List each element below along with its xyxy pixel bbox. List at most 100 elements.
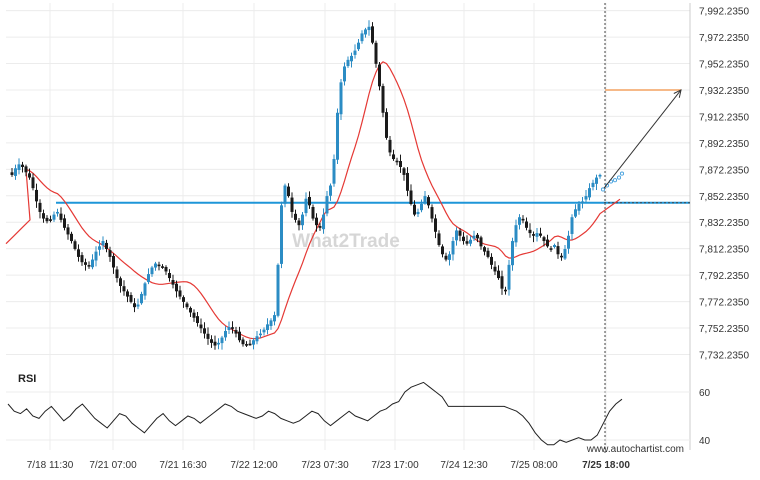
candle-body [248, 343, 252, 346]
candle-body [518, 217, 521, 225]
x-tick-label: 7/21 16:30 [159, 460, 207, 471]
candle-body [49, 219, 52, 221]
candle-body [84, 262, 87, 265]
candle-body [416, 211, 420, 215]
projection-arrowhead [673, 89, 682, 98]
x-tick-label: 7/21 07:00 [89, 460, 137, 471]
candle-body [105, 242, 108, 249]
rsi-tick-label: 40 [699, 436, 711, 447]
candle-body [168, 273, 171, 279]
candle-body [346, 59, 350, 67]
x-tick-label: 7/25 08:00 [510, 460, 558, 471]
candle-body [24, 166, 28, 173]
candle-body [73, 241, 77, 249]
candle-body [591, 182, 595, 187]
candle-body [213, 341, 217, 346]
projection [600, 89, 682, 192]
candle-body [437, 233, 441, 246]
candle-body [185, 303, 189, 308]
candle-body [371, 26, 374, 43]
candle-body [252, 340, 255, 345]
candle-body [129, 295, 133, 302]
candle-body [532, 234, 535, 236]
candle-body [350, 55, 353, 62]
candle-body [290, 197, 294, 212]
rsi-line [7, 381, 623, 446]
candle-body [304, 198, 308, 214]
candle-body [455, 230, 458, 241]
candle-body [315, 217, 318, 226]
candle-body [87, 265, 91, 267]
candle-body [581, 201, 584, 203]
moving-average-line [5, 61, 621, 340]
y-tick-label: 7,792.2350 [699, 271, 749, 282]
candle-body [182, 297, 185, 302]
y-tick-label: 7,912.2350 [699, 112, 749, 123]
price-axis: 7,992.2350 7,972.2350 7,952.2350 7,932.2350… [699, 7, 749, 362]
candle-body [507, 264, 511, 290]
y-tick-label: 7,812.2350 [699, 245, 749, 256]
projection-dot [619, 171, 625, 176]
candle-body [241, 339, 245, 345]
candle-body [175, 283, 178, 292]
candles [10, 20, 602, 350]
y-tick-label: 7,872.2350 [699, 165, 749, 176]
candle-body [45, 217, 49, 222]
candle-body [112, 255, 115, 268]
candle-body [119, 278, 122, 287]
candle-body [28, 173, 31, 178]
candle-body [318, 226, 322, 228]
candle-body [157, 264, 161, 267]
y-tick-label: 7,952.2350 [699, 60, 749, 71]
candle-body [357, 42, 360, 50]
candle-body [360, 33, 364, 42]
attribution: www.autochartist.com [586, 444, 684, 455]
candle-body [584, 196, 588, 200]
grid [6, 3, 691, 455]
candle-body [423, 196, 427, 204]
candle-body [35, 189, 38, 202]
candle-body [136, 304, 140, 307]
candle-body [469, 239, 472, 244]
candle-body [598, 174, 602, 177]
candle-body [458, 230, 462, 236]
candle-body [549, 248, 553, 250]
candle-body [577, 204, 581, 211]
candle-body [154, 263, 157, 268]
levels [56, 89, 690, 204]
candle-body [21, 164, 24, 167]
candle-body [451, 241, 455, 255]
candle-body [210, 339, 213, 343]
candle-body [203, 328, 206, 334]
candle-body [367, 26, 371, 31]
candle-body [525, 221, 528, 228]
candle-body [259, 333, 262, 336]
candle-body [80, 255, 84, 263]
x-tick-label: 7/22 12:00 [230, 460, 278, 471]
candle-body [556, 246, 560, 255]
candle-body [231, 327, 234, 329]
candle-body [392, 154, 395, 160]
candle-body [70, 233, 73, 242]
candle-body [126, 291, 129, 297]
candle-body [255, 336, 259, 342]
candle-body [570, 217, 574, 234]
x-tick-label: 7/18 11:30 [27, 460, 74, 471]
candle-body [276, 264, 280, 316]
candle-body [406, 172, 409, 191]
y-tick-label: 7,852.2350 [699, 192, 749, 203]
candle-body [262, 329, 266, 333]
candle-body [521, 218, 525, 221]
candle-body [59, 213, 63, 220]
candle-body [217, 342, 220, 345]
candle-body [196, 316, 199, 324]
candle-body [420, 204, 423, 211]
candle-body [245, 344, 248, 346]
candle-body [52, 214, 56, 220]
candle-body [189, 307, 192, 313]
candle-body [511, 241, 514, 266]
candle-body [479, 237, 483, 247]
candle-body [38, 202, 42, 212]
candle-body [483, 247, 486, 252]
candle-body [381, 86, 385, 113]
